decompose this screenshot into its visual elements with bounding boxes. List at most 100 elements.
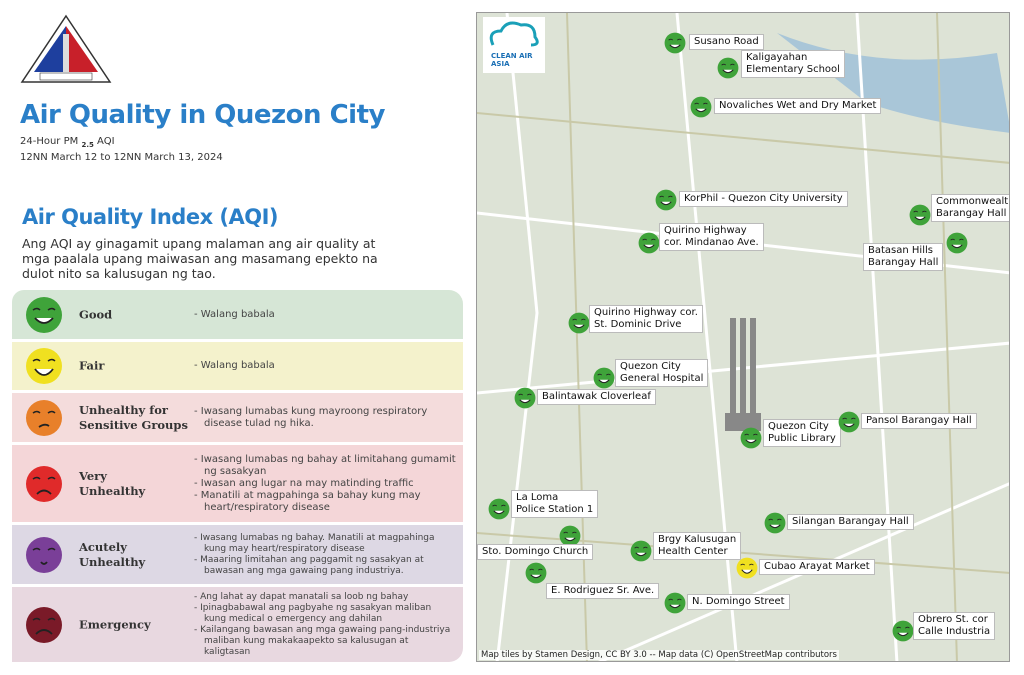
aqi-advice: - Iwasang lumabas ng bahay. Manatili at …	[194, 533, 456, 577]
aqi-face-icon	[25, 296, 63, 334]
station-label[interactable]: Kaligayahan Elementary School	[741, 50, 845, 78]
aqi-row-good: Good - Walang babala	[12, 290, 463, 339]
station-label[interactable]: Brgy Kalusugan Health Center	[653, 532, 742, 560]
advice-item: - Iwasang lumabas ng bahay. Manatili at …	[194, 532, 435, 554]
station-marker-good-icon[interactable]	[593, 367, 615, 389]
aqi-level-label: Fair	[79, 358, 105, 373]
advice-text: Walang babala	[200, 308, 275, 320]
station-label[interactable]: Quezon City Public Library	[763, 419, 841, 447]
aqi-level-label: Acutely Unhealthy	[79, 539, 146, 569]
aqi-intro: Ang AQI ay ginagamit upang malaman ang a…	[22, 236, 378, 281]
station-label[interactable]: N. Domingo Street	[687, 594, 790, 610]
advice-item: - Iwasan ang lugar na may matinding traf…	[194, 477, 414, 489]
aqi-face-icon	[25, 536, 63, 574]
station-label[interactable]: Pansol Barangay Hall	[861, 413, 977, 429]
station-marker-good-icon[interactable]	[946, 232, 968, 254]
station-label[interactable]: Susano Road	[689, 34, 764, 50]
advice-text: Iwasang lumabas ng bahay at limitahang g…	[200, 453, 456, 477]
station-marker-good-icon[interactable]	[655, 189, 677, 211]
advice-item: - Maaaring limitahan ang paggamit ng sas…	[194, 554, 424, 576]
aqi-advice: - Iwasang lumabas kung mayroong respirat…	[194, 406, 456, 430]
station-marker-good-icon[interactable]	[638, 232, 660, 254]
aqi-face-icon	[25, 347, 63, 385]
clean-air-asia-logo: CLEAN AIR ASIA	[483, 17, 545, 73]
station-marker-good-icon[interactable]	[568, 312, 590, 334]
logo-text: CLEAN AIR ASIA	[491, 52, 533, 68]
metric-sub: 2.5	[81, 141, 94, 149]
advice-text: Manatili at magpahinga sa bahay kung may…	[200, 489, 421, 513]
advice-item: - Iwasang lumabas kung mayroong respirat…	[194, 405, 428, 429]
aqi-level-label: Good	[79, 307, 113, 321]
advice-text: Kailangang bawasan ang mga gawaing pang-…	[200, 624, 451, 657]
advice-text: Ipinagbabawal ang pagbyahe ng sasakyan m…	[200, 602, 432, 624]
aqi-level-label: Emergency	[79, 617, 151, 631]
station-marker-good-icon[interactable]	[514, 387, 536, 409]
aqi-row-very-unhealthy: Very Unhealthy - Iwasang lumabas ng baha…	[12, 445, 463, 522]
station-label[interactable]: Silangan Barangay Hall	[787, 514, 914, 530]
metric-suffix: AQI	[97, 136, 115, 147]
station-marker-good-icon[interactable]	[630, 540, 652, 562]
station-label[interactable]: Quirino Highway cor. Mindanao Ave.	[659, 223, 764, 251]
station-marker-good-icon[interactable]	[664, 592, 686, 614]
advice-text: Iwasang lumabas kung mayroong respirator…	[200, 405, 428, 429]
advice-text: Walang babala	[200, 360, 275, 371]
advice-item: - Kailangang bawasan ang mga gawaing pan…	[194, 624, 451, 657]
station-marker-good-icon[interactable]	[740, 427, 762, 449]
advice-item: - Ang lahat ay dapat manatali sa loob ng…	[194, 591, 409, 602]
station-label[interactable]: Quezon City General Hospital	[615, 359, 709, 387]
aqi-row-emergency: Emergency - Ang lahat ay dapat manatali …	[12, 587, 463, 662]
station-label[interactable]: Obrero St. cor Calle Industria	[913, 612, 996, 640]
station-marker-good-icon[interactable]	[559, 525, 581, 547]
quezon-city-seal	[20, 14, 112, 84]
station-label[interactable]: E. Rodriguez Sr. Ave.	[546, 583, 660, 599]
advice-text: Iwasang lumabas ng bahay. Manatili at ma…	[200, 532, 435, 554]
aqi-face-icon	[25, 465, 63, 503]
aqi-row-fair: Fair - Walang babala	[12, 342, 463, 390]
air-quality-map[interactable]: CLEAN AIR ASIA Susano Road Kaligayahan El…	[476, 12, 1010, 662]
station-label[interactable]: Cubao Arayat Market	[759, 559, 875, 575]
aqi-row-acutely-unhealthy: Acutely Unhealthy - Iwasang lumabas ng b…	[12, 525, 463, 584]
advice-item: - Walang babala	[194, 308, 275, 320]
aqi-advice: - Walang babala	[194, 360, 456, 372]
station-marker-fair-icon[interactable]	[736, 557, 758, 579]
station-label[interactable]: Novaliches Wet and Dry Market	[714, 98, 882, 114]
advice-text: Ang lahat ay dapat manatali sa loob ng b…	[200, 591, 409, 602]
station-marker-good-icon[interactable]	[892, 620, 914, 642]
station-marker-good-icon[interactable]	[717, 57, 739, 79]
station-label[interactable]: Balintawak Cloverleaf	[537, 389, 656, 405]
station-marker-good-icon[interactable]	[664, 32, 686, 54]
aqi-level-label: Very Unhealthy	[79, 468, 146, 498]
period: 12NN March 12 to 12NN March 13, 2024	[20, 152, 223, 163]
station-label[interactable]: Batasan Hills Barangay Hall	[863, 243, 944, 271]
station-marker-good-icon[interactable]	[764, 512, 786, 534]
aqi-face-icon	[25, 399, 63, 437]
station-marker-good-icon[interactable]	[909, 204, 931, 226]
aqi-advice: - Iwasang lumabas ng bahay at limitahang…	[194, 454, 456, 514]
station-label[interactable]: La Loma Police Station 1	[511, 490, 599, 518]
station-label[interactable]: Quirino Highway cor. St. Dominic Drive	[589, 305, 703, 333]
station-marker-good-icon[interactable]	[488, 498, 510, 520]
metric-label: 24-Hour PM 2.5 AQI	[20, 136, 115, 149]
page-title: Air Quality in Quezon City	[20, 100, 385, 130]
aqi-heading: Air Quality Index (AQI)	[22, 205, 279, 229]
advice-item: - Manatili at magpahinga sa bahay kung m…	[194, 489, 421, 513]
advice-text: Iwasan ang lugar na may matinding traffi…	[200, 477, 414, 489]
aqi-face-icon	[25, 606, 63, 644]
monument-icon	[725, 318, 761, 431]
station-label[interactable]: Commonwealth Barangay Hall	[931, 194, 1009, 222]
aqi-level-label: Unhealthy for Sensitive Groups	[79, 402, 188, 432]
station-label[interactable]: Sto. Domingo Church	[477, 544, 594, 560]
station-marker-good-icon[interactable]	[690, 96, 712, 118]
advice-item: - Ipinagbabawal ang pagbyahe ng sasakyan…	[194, 602, 432, 624]
advice-text: Maaaring limitahan ang paggamit ng sasak…	[200, 554, 424, 576]
map-attribution: Map tiles by Stamen Design, CC BY 3.0 --…	[479, 650, 839, 660]
station-marker-good-icon[interactable]	[525, 562, 547, 584]
station-label[interactable]: KorPhil - Quezon City University	[679, 191, 848, 207]
aqi-advice: - Ang lahat ay dapat manatali sa loob ng…	[194, 592, 456, 658]
aqi-advice: - Walang babala	[194, 309, 456, 321]
advice-item: - Iwasang lumabas ng bahay at limitahang…	[194, 453, 456, 477]
aqi-legend-table: Good - Walang babala Fair - Walang babal…	[12, 290, 463, 662]
advice-item: - Walang babala	[194, 360, 275, 371]
station-marker-good-icon[interactable]	[838, 411, 860, 433]
metric-prefix: 24-Hour PM	[20, 136, 79, 147]
